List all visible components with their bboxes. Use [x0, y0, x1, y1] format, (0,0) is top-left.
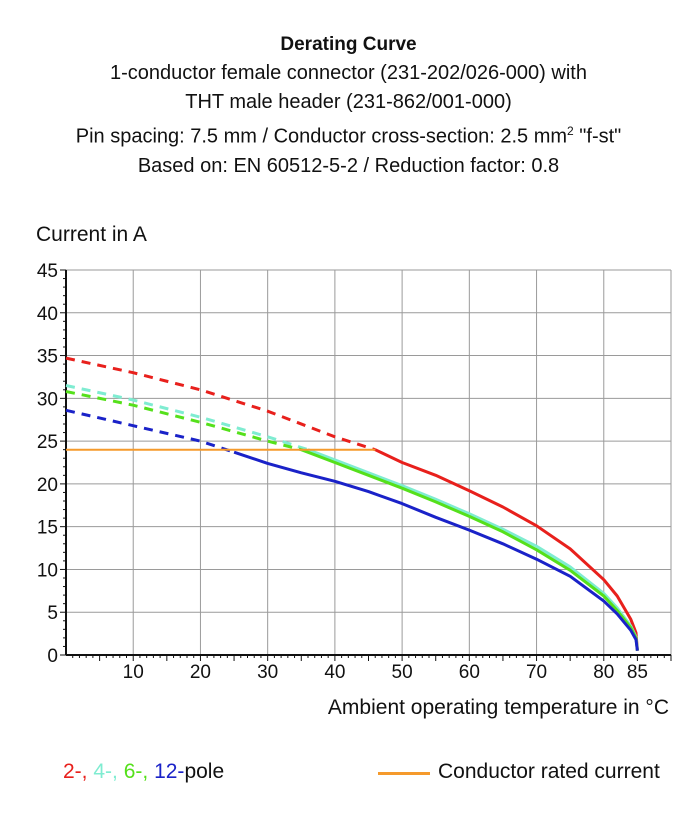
x-tick-label-30: 30: [257, 662, 278, 683]
legend-pole-word: pole: [184, 760, 225, 783]
chart-titles: Derating Curve 1-conductor female connec…: [0, 30, 697, 181]
x-tick-label-70: 70: [526, 662, 547, 683]
y-tick-label-20: 20: [37, 475, 58, 496]
legend-2-pole: 2-,: [63, 760, 88, 783]
data-lines: [65, 356, 639, 651]
subtitle-line-3-suffix: "f-st": [573, 125, 622, 148]
legend-pole-group: 2-, 4-, 6-, 12-pole: [63, 760, 224, 784]
y-tick-label-45: 45: [37, 261, 58, 282]
series-6-pole-solid: [300, 448, 639, 651]
y-tick-label-25: 25: [37, 432, 58, 453]
grid: [66, 269, 672, 655]
y-tick-label-40: 40: [37, 304, 58, 325]
y-tick-label-15: 15: [37, 518, 58, 539]
subtitle-line-4: Based on: EN 60512-5-2 / Reduction facto…: [137, 154, 560, 177]
series-12-pole-solid: [233, 450, 639, 651]
tick-labels: 0 5 10 15 20 25 30 35 40 45 10 20 30 40 50 60 70 80 85: [37, 261, 648, 683]
x-axis-title: Ambient operating temperature in °C: [328, 696, 669, 719]
subtitle-line-3-superscript: 2: [567, 124, 574, 138]
y-tick-label-5: 5: [47, 603, 58, 624]
x-tick-label-20: 20: [190, 662, 211, 683]
axes: [60, 269, 672, 661]
y-axis-title: Current in A: [36, 223, 147, 246]
x-tick-label-50: 50: [392, 662, 413, 683]
y-tick-label-35: 35: [37, 347, 58, 368]
y-tick-label-30: 30: [37, 389, 58, 410]
subtitle-line-2: THT male header (231-862/001-000): [185, 91, 512, 113]
subtitle-line-3-main: Pin spacing: 7.5 mm / Conductor cross-se…: [75, 125, 568, 148]
subtitle-line-3: Pin spacing: 7.5 mm / Conductor cross-se…: [0, 117, 697, 152]
series-2-pole-solid: [374, 448, 639, 651]
x-tick-label-10: 10: [123, 662, 144, 683]
series-4-pole-solid: [307, 448, 639, 651]
series-2-pole-dashed: [65, 356, 376, 452]
chart-title: Derating Curve: [280, 34, 417, 55]
legend-rated-label: Conductor rated current: [438, 760, 660, 783]
subtitle-line-1: 1-conductor female connector (231-202/02…: [110, 62, 587, 84]
series-12-pole-dashed: [65, 408, 235, 454]
y-tick-label-0: 0: [47, 646, 58, 667]
legend-4-pole: 4-,: [93, 760, 118, 783]
legend-rated-swatch: [378, 772, 430, 775]
legend-12-pole: 12-: [154, 760, 185, 783]
x-tick-label-40: 40: [324, 662, 345, 683]
x-tick-label-60: 60: [459, 662, 480, 683]
y-tick-label-10: 10: [37, 560, 58, 581]
x-tick-label-85: 85: [627, 662, 648, 683]
legend-6-pole: 6-,: [123, 760, 149, 783]
x-tick-label-80: 80: [593, 662, 614, 683]
